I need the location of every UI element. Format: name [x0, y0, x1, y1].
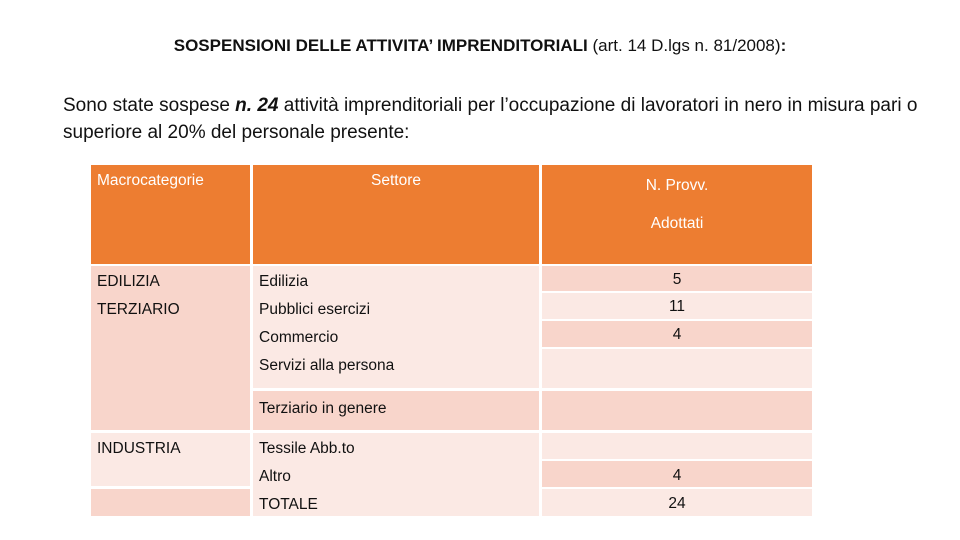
cell-text: Servizi alla persona	[259, 357, 395, 374]
header-text: Settore	[371, 172, 421, 189]
cell-text: Commercio	[259, 329, 339, 346]
table-cell	[542, 433, 812, 459]
title-bold: SOSPENSIONI DELLE ATTIVITA’ IMPRENDITORI…	[173, 36, 588, 55]
table-cell: INDUSTRIA	[91, 433, 250, 486]
title: SOSPENSIONI DELLE ATTIVITA’ IMPRENDITORI…	[0, 36, 960, 56]
table-cell: 5	[542, 266, 812, 291]
paragraph-text: Sono state sospese	[63, 95, 236, 116]
table-cell: 24	[542, 489, 812, 516]
header-cell: N. Provv. Adottati	[542, 165, 812, 264]
header-cell: Macrocategorie	[91, 165, 250, 264]
title-suffix: :	[780, 36, 787, 55]
table-cell	[542, 349, 812, 388]
table-cell	[542, 391, 812, 430]
cell-text: 11	[668, 298, 686, 315]
header-text: Adottati	[650, 215, 704, 232]
cell-text: 4	[672, 326, 682, 343]
table-cell: EDILIZIA TERZIARIO	[91, 266, 250, 430]
cell-text: 24	[668, 495, 686, 512]
table-cell: Terziario in genere	[253, 391, 539, 430]
table-cell: 11	[542, 293, 812, 319]
cell-text: Tessile Abb.to	[259, 440, 355, 457]
cell-text: Terziario in genere	[259, 400, 387, 417]
title-normal: (art. 14 D.lgs n. 81/2008)	[587, 36, 781, 55]
header-text: Macrocategorie	[97, 172, 204, 189]
table-cell: 4	[542, 461, 812, 487]
cell-text: INDUSTRIA	[97, 440, 181, 457]
cell-text: Altro	[259, 468, 291, 485]
cell-text: 5	[672, 271, 682, 288]
cell-text: TOTALE	[259, 496, 318, 513]
cell-text: Pubblici esercizi	[259, 301, 371, 318]
cell-text: TERZIARIO	[97, 301, 180, 318]
cell-text: EDILIZIA	[97, 273, 160, 290]
header-cell: Settore	[253, 165, 539, 264]
cell-text: 4	[672, 467, 682, 484]
table-cell	[91, 489, 250, 516]
table-cell: Edilizia Pubblici esercizi Commercio Serviz…	[253, 266, 539, 388]
paragraph: Sono state sospese n. 24 attività impren…	[63, 92, 923, 146]
header-text: N. Provv.	[645, 177, 709, 194]
paragraph-emphasis: n. 24	[235, 95, 279, 116]
table-cell: 4	[542, 321, 812, 347]
paragraph-text: attività imprenditoriali per l’occupazio…	[63, 95, 918, 143]
cell-text: Edilizia	[259, 273, 309, 290]
table-cell: Tessile Abb.to Altro TOTALE	[253, 433, 539, 516]
